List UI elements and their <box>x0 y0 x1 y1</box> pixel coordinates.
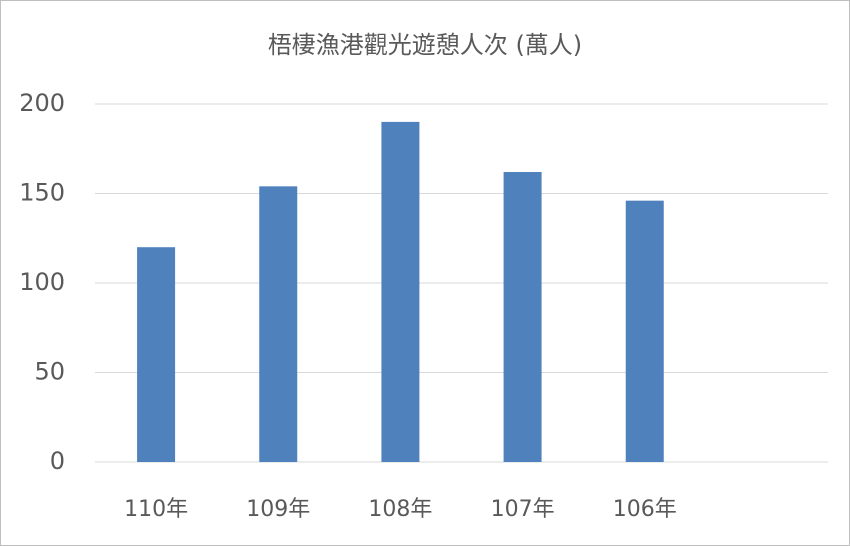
bar <box>625 200 664 462</box>
chart-title: 梧棲漁港觀光遊憩人次 (萬人) <box>268 31 582 59</box>
x-tick-label: 108年 <box>368 497 432 522</box>
y-tick-label: 0 <box>50 447 65 475</box>
bar <box>503 172 542 462</box>
x-tick-label: 107年 <box>491 497 555 522</box>
x-tick-label: 106年 <box>613 497 677 522</box>
bar <box>259 186 298 462</box>
bar <box>137 247 176 462</box>
y-tick-label: 100 <box>19 268 65 296</box>
y-tick-label: 200 <box>19 89 65 117</box>
x-tick-label: 110年 <box>124 497 188 522</box>
bar <box>381 121 420 463</box>
x-tick-label: 109年 <box>246 497 310 522</box>
y-tick-label: 50 <box>34 358 65 386</box>
y-tick-label: 150 <box>19 179 65 207</box>
